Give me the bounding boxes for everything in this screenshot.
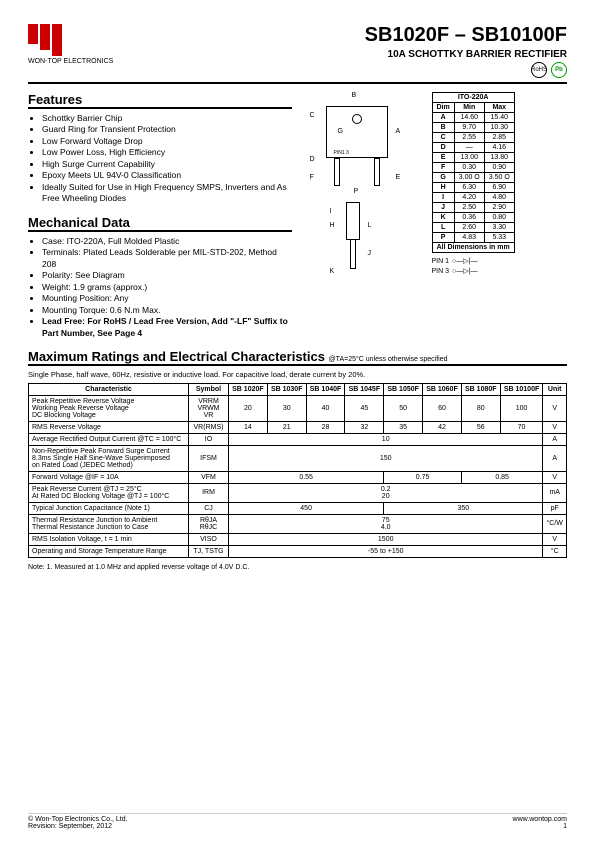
pin3-label: PIN 3: [432, 268, 450, 275]
dim-d-label: D: [310, 156, 315, 163]
footer-copyright: © Won-Top Electronics Co., Ltd.: [28, 816, 128, 823]
list-item: Guard Ring for Transient Protection: [42, 124, 292, 135]
maxratings-title: Maximum Ratings and Electrical Character…: [28, 349, 325, 364]
list-item: Weight: 1.9 grams (approx.): [42, 282, 292, 293]
list-item: High Surge Current Capability: [42, 159, 292, 170]
list-item: Epoxy Meets UL 94V-0 Classification: [42, 170, 292, 181]
dim-g-label: G: [338, 128, 343, 135]
dim-l-label: L: [368, 222, 372, 229]
pbfree-icon: Pb: [551, 62, 567, 78]
pin-diagram: PIN 1 ○—▷|— PIN 3 ○—▷|—: [432, 257, 515, 275]
footer-url: www.wontop.com: [513, 816, 567, 823]
list-item: Schottky Barrier Chip: [42, 113, 292, 124]
list-item: Ideally Suited for Use in High Frequency…: [42, 182, 292, 205]
maxratings-heading: Maximum Ratings and Electrical Character…: [28, 349, 567, 366]
list-item: Lead Free: For RoHS / Lead Free Version,…: [42, 316, 292, 339]
dim-i-label: I: [330, 208, 332, 215]
list-item: Low Power Loss, High Efficiency: [42, 147, 292, 158]
company-name: WON-TOP ELECTRONICS: [28, 58, 113, 65]
dim-h-label: H: [330, 222, 335, 229]
list-item: Mounting Torque: 0.6 N.m Max.: [42, 305, 292, 316]
diode-icon: ○—▷|—: [452, 267, 477, 275]
characteristics-table: CharacteristicSymbolSB 1020FSB 1030FSB 1…: [28, 383, 567, 558]
dim-b-label: B: [352, 92, 357, 99]
pin1-label: PIN 1: [432, 258, 450, 265]
maxratings-note: Single Phase, half wave, 60Hz, resistive…: [28, 370, 567, 379]
dim-k-label: K: [330, 268, 335, 275]
footer-revision: Revision: September, 2012: [28, 823, 128, 830]
page-title: SB1020F – SB10100F: [365, 24, 567, 47]
list-item: Low Forward Voltage Drop: [42, 136, 292, 147]
footer-page: 1: [513, 823, 567, 830]
header: WON-TOP ELECTRONICS SB1020F – SB10100F 1…: [28, 24, 567, 84]
list-item: Terminals: Plated Leads Solderable per M…: [42, 247, 292, 270]
rohs-icon: RoHS: [531, 62, 547, 78]
maxratings-cond: @TA=25°C unless otherwise specified: [329, 356, 448, 363]
dim-a-label: A: [396, 128, 401, 135]
dim-e-label: E: [396, 174, 401, 181]
title-block: SB1020F – SB10100F 10A SCHOTTKY BARRIER …: [365, 24, 567, 78]
features-list: Schottky Barrier ChipGuard Ring for Tran…: [28, 113, 292, 205]
dim-j-label: J: [368, 250, 372, 257]
page-subtitle: 10A SCHOTTKY BARRIER RECTIFIER: [365, 49, 567, 60]
dim-f-label: F: [310, 174, 314, 181]
mechanical-heading: Mechanical Data: [28, 215, 292, 232]
diode-icon: ○—▷|—: [452, 257, 477, 265]
features-heading: Features: [28, 92, 292, 109]
logo-icon: [28, 24, 62, 56]
table-note: Note: 1. Measured at 1.0 MHz and applied…: [28, 564, 567, 571]
list-item: Case: ITO-220A, Full Molded Plastic: [42, 236, 292, 247]
pin-nums-label: PIN1 3: [334, 150, 349, 156]
dim-c-label: C: [310, 112, 315, 119]
dim-p-label: P: [354, 188, 359, 195]
logo-block: WON-TOP ELECTRONICS: [28, 24, 113, 65]
list-item: Polarity: See Diagram: [42, 270, 292, 281]
list-item: Mounting Position: Any: [42, 293, 292, 304]
dim-table-block: ITO-220ADimMinMaxA14.6015.40B9.7010.30C2…: [432, 92, 515, 339]
dimensions-table: ITO-220ADimMinMaxA14.6015.40B9.7010.30C2…: [432, 92, 515, 253]
footer: © Won-Top Electronics Co., Ltd. Revision…: [28, 813, 567, 830]
package-diagram: B C G A D F E P PIN1 3 I H L J K: [304, 92, 424, 282]
mechanical-list: Case: ITO-220A, Full Molded PlasticTermi…: [28, 236, 292, 339]
